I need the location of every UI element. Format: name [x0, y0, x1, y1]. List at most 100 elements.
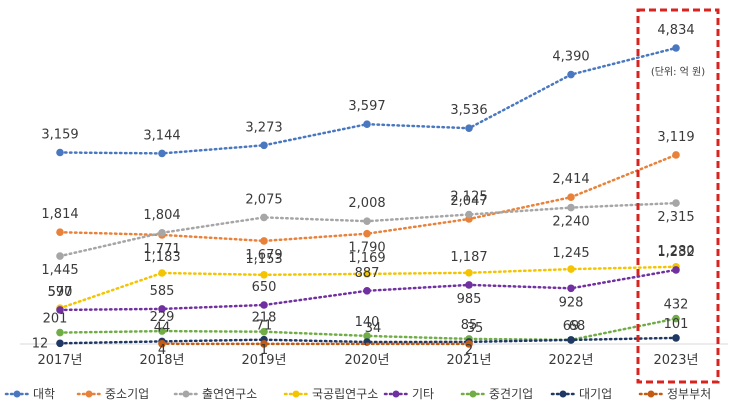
data-label: 1,153	[245, 252, 282, 267]
data-point	[672, 334, 680, 342]
x-tick-label: 2019년	[241, 353, 286, 368]
data-label: 85	[461, 318, 478, 333]
series-4	[56, 266, 680, 314]
legend-item: 중소기업	[76, 387, 149, 401]
data-label: 1,183	[143, 250, 180, 265]
data-label: 71	[256, 319, 273, 334]
data-point	[567, 193, 575, 201]
data-point	[260, 141, 268, 150]
data-label: 585	[150, 284, 175, 299]
x-tick-label: 2021년	[446, 353, 491, 368]
data-label: 3,159	[41, 128, 78, 143]
data-label: 201	[43, 312, 68, 327]
data-point	[567, 203, 575, 212]
legend-label: 중견기업	[489, 387, 533, 401]
data-label: 4,834	[657, 23, 694, 38]
legend-marker	[85, 390, 93, 398]
legend-marker	[559, 390, 567, 398]
data-label: 3,119	[657, 130, 694, 145]
legend-marker	[13, 390, 21, 398]
data-point	[567, 336, 575, 344]
data-point	[363, 217, 371, 225]
data-point	[260, 327, 268, 336]
data-point	[158, 229, 166, 237]
data-label: 985	[457, 292, 482, 307]
legend: 대학 중소기업 출연연구소 국공립연구소 기타 중견기업 대기업 정부부처	[4, 387, 711, 401]
data-label: 928	[559, 295, 584, 310]
data-label: 1,804	[143, 208, 180, 223]
data-point	[260, 340, 268, 348]
series-0	[56, 44, 680, 158]
legend-marker	[292, 390, 300, 398]
legend-item: 국공립연구소	[283, 387, 378, 401]
data-point	[158, 149, 166, 158]
data-label: 1,445	[41, 263, 78, 278]
data-point	[56, 228, 64, 236]
legend-item: 정부부처	[638, 387, 711, 401]
data-label: 218	[252, 311, 277, 326]
data-label: 3,144	[143, 128, 180, 143]
data-label: 140	[355, 315, 380, 330]
legend-label: 중소기업	[105, 387, 149, 401]
highlight-box	[636, 8, 720, 384]
data-label: 12	[32, 336, 49, 351]
x-tick-label: 2018년	[139, 353, 184, 368]
data-label-layer: 3,159 3,144 3,273 3,597 3,536 4,390 4,834 1,814…	[32, 23, 695, 358]
legend-label: 기타	[412, 387, 434, 401]
data-label: 887	[355, 266, 380, 281]
x-tick-label: 2022년	[548, 353, 593, 368]
data-point	[158, 269, 166, 277]
data-label: 101	[664, 317, 689, 332]
data-label: 650	[252, 280, 277, 295]
legend-label: 대학	[33, 387, 55, 401]
data-label: 570	[48, 285, 73, 300]
data-label: 1	[260, 343, 268, 358]
data-point	[158, 340, 166, 348]
legend-marker	[469, 390, 477, 398]
data-label: 1,232	[657, 245, 694, 260]
series-layer	[56, 44, 680, 348]
data-label: 1,790	[348, 241, 385, 256]
data-label: 3,536	[450, 103, 487, 118]
unit-note: (단위: 억 원)	[651, 65, 705, 78]
data-label: 2,414	[552, 172, 589, 187]
legend-marker	[647, 390, 655, 398]
data-point	[363, 120, 371, 128]
data-label: 229	[150, 310, 175, 325]
data-label: 34	[365, 321, 382, 336]
data-point	[56, 306, 64, 314]
x-tick-label: 2020년	[344, 353, 389, 368]
data-label: 44	[154, 320, 171, 335]
data-label: 1,280	[657, 244, 694, 259]
legend-item: 대기업	[550, 387, 612, 401]
series-7	[158, 340, 473, 348]
data-label: 2,075	[245, 192, 282, 207]
data-label: 68	[569, 319, 586, 334]
data-point	[672, 314, 680, 323]
data-label: 597	[48, 285, 73, 300]
x-tick-label: 2023년	[653, 353, 698, 368]
data-point	[672, 151, 680, 159]
data-label: 1,771	[143, 242, 180, 257]
data-label: 2	[465, 343, 473, 358]
data-label: 432	[664, 298, 689, 313]
data-label: 2,008	[348, 196, 385, 211]
legend-marker	[182, 390, 190, 398]
data-label: 3,597	[348, 99, 385, 114]
data-point	[672, 199, 680, 207]
data-label: 2,047	[450, 194, 487, 209]
series-2	[56, 199, 680, 260]
data-label: 4	[158, 343, 166, 358]
data-point	[465, 269, 473, 277]
data-point	[363, 332, 371, 340]
data-point	[260, 213, 268, 222]
data-point	[56, 328, 64, 337]
data-label: 1,245	[552, 246, 589, 261]
data-point	[260, 301, 268, 309]
legend-marker	[392, 390, 400, 398]
legend-item: 중견기업	[460, 387, 533, 401]
x-tick-label: 2017년	[37, 353, 82, 368]
data-point	[363, 270, 371, 278]
data-label: 1,169	[348, 251, 385, 266]
legend-label: 국공립연구소	[312, 387, 378, 401]
